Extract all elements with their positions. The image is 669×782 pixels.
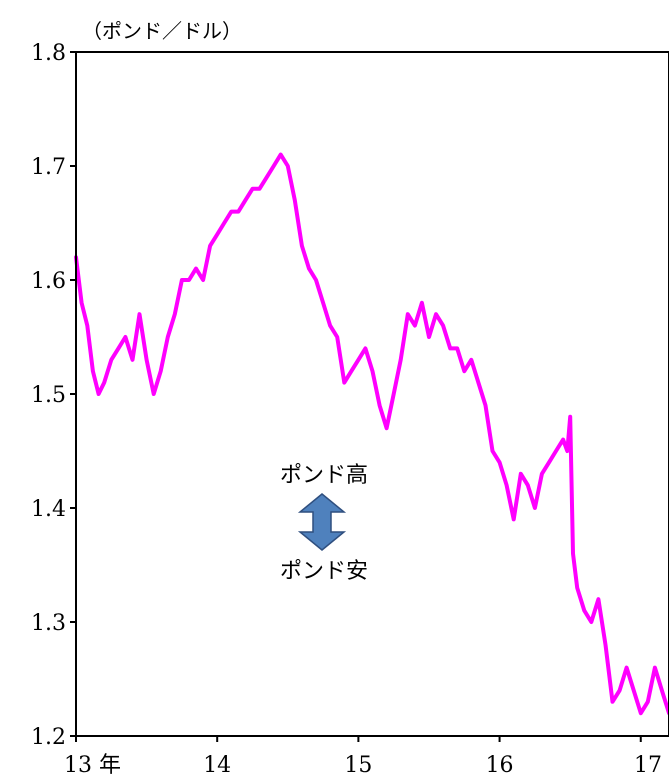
y-tick-label: 1.2 <box>31 725 66 750</box>
x-tick-label: 14 <box>203 753 231 778</box>
y-tick-label: 1.3 <box>31 611 66 636</box>
y-tick-label: 1.4 <box>31 497 66 522</box>
y-tick-label: 1.5 <box>31 383 66 408</box>
series-layer <box>76 155 669 714</box>
double-arrow-icon <box>300 494 344 550</box>
x-tick-label: 15 <box>344 753 372 778</box>
x-tick-label: 16 <box>486 753 514 778</box>
x-tick-label: 13 年 <box>64 753 121 778</box>
y-unit-label: （ポンド／ドル） <box>82 19 242 43</box>
series-line-gbp-usd <box>76 155 669 714</box>
x-tick-label: 17 <box>634 753 662 778</box>
y-tick-label: 1.6 <box>31 269 66 294</box>
annotation-pound-weak: ポンド安 <box>280 559 368 584</box>
x-axis-ticks: 13 年 14 15 16 17 <box>64 736 662 778</box>
y-tick-label: 1.8 <box>31 41 66 66</box>
y-axis-ticks: 1.2 1.3 1.4 1.5 1.6 1.7 1.8 <box>31 41 76 750</box>
plot-frame <box>76 52 669 736</box>
annotation-pound-strong: ポンド高 <box>280 463 368 488</box>
y-tick-label: 1.7 <box>31 155 66 180</box>
